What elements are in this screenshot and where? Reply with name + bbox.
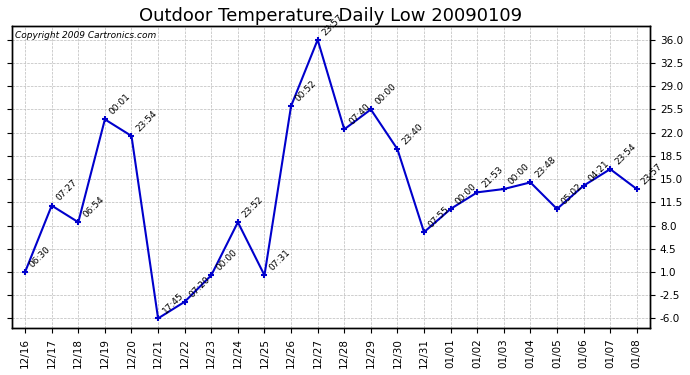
Text: 21:53: 21:53: [480, 165, 504, 190]
Text: 07:55: 07:55: [427, 205, 451, 230]
Text: 23:57: 23:57: [640, 162, 664, 186]
Text: 00:52: 00:52: [294, 79, 318, 104]
Text: 00:00: 00:00: [214, 248, 239, 273]
Title: Outdoor Temperature Daily Low 20090109: Outdoor Temperature Daily Low 20090109: [139, 7, 522, 25]
Text: 07:40: 07:40: [347, 102, 372, 126]
Text: 23:54: 23:54: [135, 109, 159, 133]
Text: 07:20: 07:20: [188, 274, 212, 299]
Text: 23:57: 23:57: [320, 12, 345, 37]
Text: 04:21: 04:21: [586, 159, 611, 183]
Text: 06:54: 06:54: [81, 195, 106, 219]
Text: 07:31: 07:31: [267, 248, 292, 273]
Text: 07:27: 07:27: [55, 178, 79, 203]
Text: 23:48: 23:48: [533, 155, 558, 180]
Text: Copyright 2009 Cartronics.com: Copyright 2009 Cartronics.com: [15, 31, 156, 40]
Text: 00:00: 00:00: [373, 82, 398, 106]
Text: 00:01: 00:01: [108, 92, 132, 117]
Text: 00:00: 00:00: [506, 162, 531, 186]
Text: 05:02: 05:02: [560, 182, 584, 206]
Text: 00:00: 00:00: [453, 182, 478, 206]
Text: 23:54: 23:54: [613, 142, 638, 166]
Text: 17:45: 17:45: [161, 291, 186, 316]
Text: 23:40: 23:40: [400, 122, 424, 147]
Text: 06:30: 06:30: [28, 244, 52, 269]
Text: 23:52: 23:52: [241, 195, 265, 219]
